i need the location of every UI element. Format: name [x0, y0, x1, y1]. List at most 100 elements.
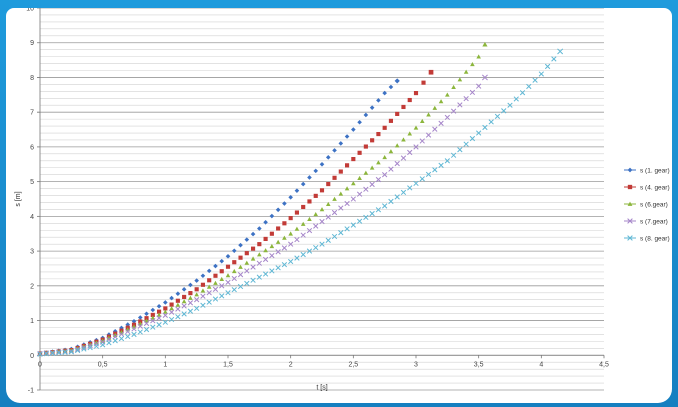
y-tick-label: 9	[30, 40, 34, 47]
x-tick-label: 4,5	[599, 361, 609, 368]
data-point	[93, 343, 100, 349]
data-point	[188, 291, 193, 296]
data-point	[544, 63, 551, 70]
data-point	[370, 138, 375, 143]
data-point	[187, 308, 194, 314]
data-point	[225, 290, 231, 296]
data-point	[81, 344, 87, 351]
data-point	[407, 149, 413, 156]
data-point	[332, 175, 337, 180]
data-point	[331, 209, 338, 216]
data-point	[376, 98, 381, 103]
data-point	[175, 291, 181, 297]
data-point	[269, 213, 275, 219]
y-axis-label: s [m]	[15, 191, 22, 206]
legend-marker	[627, 235, 633, 241]
data-point	[463, 141, 469, 147]
data-point	[356, 191, 363, 197]
data-point	[313, 211, 319, 217]
data-point	[269, 231, 274, 236]
data-point	[257, 242, 262, 247]
data-point	[363, 112, 369, 118]
data-point	[301, 204, 306, 210]
data-point	[450, 108, 457, 114]
data-point	[363, 186, 369, 192]
data-point	[307, 175, 312, 180]
data-point	[357, 119, 362, 125]
data-point	[212, 286, 219, 292]
data-point	[68, 349, 74, 355]
chart-panel: 0 0,5 1 1,5 2 2,5 3 3,5 4 4,5 -1 0 1 2 3 4 5 6 7 8 9 10 s (1…	[6, 8, 672, 403]
data-point	[338, 230, 344, 236]
data-point	[194, 297, 200, 303]
data-point	[469, 135, 476, 142]
data-point	[244, 237, 250, 242]
chart-legend: s (1. gear) s (4. gear) s (6.gear) s (7.gea…	[624, 167, 670, 242]
data-point	[307, 199, 312, 204]
data-point	[426, 112, 431, 117]
x-tick-label: 1	[163, 361, 167, 368]
data-point	[332, 196, 337, 201]
data-point	[526, 83, 532, 90]
data-point	[369, 181, 375, 188]
data-point	[288, 194, 293, 200]
data-point	[338, 141, 344, 146]
data-point	[87, 344, 93, 351]
data-point	[212, 296, 219, 302]
data-point	[300, 181, 306, 187]
data-point	[131, 326, 137, 332]
data-point	[401, 104, 406, 110]
data-point	[49, 350, 56, 356]
data-point	[319, 188, 325, 193]
data-point	[457, 77, 463, 82]
data-point	[225, 279, 231, 285]
data-point	[375, 176, 382, 183]
data-point	[231, 268, 237, 274]
data-point	[481, 74, 488, 81]
x-tick-label: 3,5	[474, 361, 484, 368]
data-point	[275, 265, 281, 271]
data-point	[344, 163, 350, 168]
data-point	[200, 288, 206, 293]
data-point	[257, 226, 262, 231]
data-point	[156, 309, 162, 314]
data-point	[137, 315, 143, 320]
data-point	[444, 114, 450, 121]
data-point	[325, 214, 331, 220]
data-point	[181, 311, 187, 317]
data-point	[263, 219, 268, 225]
data-point	[432, 167, 438, 173]
data-point	[269, 268, 275, 274]
data-point	[207, 278, 212, 283]
data-point	[376, 131, 381, 137]
data-point	[219, 269, 224, 274]
data-point	[382, 90, 387, 96]
data-point	[300, 232, 306, 238]
data-point	[181, 299, 187, 304]
data-point	[532, 77, 538, 83]
data-point	[419, 138, 425, 144]
data-point	[294, 255, 300, 261]
data-point	[394, 78, 400, 84]
data-point	[194, 292, 199, 297]
data-point	[325, 237, 331, 243]
data-point	[350, 222, 356, 228]
data-point	[244, 268, 250, 274]
data-point	[150, 318, 156, 324]
data-point	[351, 127, 356, 132]
data-point	[319, 161, 325, 167]
data-point	[357, 175, 362, 181]
data-point	[382, 125, 387, 130]
data-point	[144, 311, 149, 317]
data-point	[326, 181, 331, 187]
data-point	[407, 131, 413, 136]
data-point	[169, 306, 174, 311]
data-point	[206, 268, 212, 274]
y-tick-label: 5	[30, 179, 34, 186]
data-point	[219, 258, 225, 264]
data-point	[232, 260, 237, 265]
data-point	[400, 189, 407, 196]
data-point	[388, 166, 394, 172]
x-axis-label: t [s]	[316, 384, 327, 391]
data-point	[175, 306, 181, 312]
